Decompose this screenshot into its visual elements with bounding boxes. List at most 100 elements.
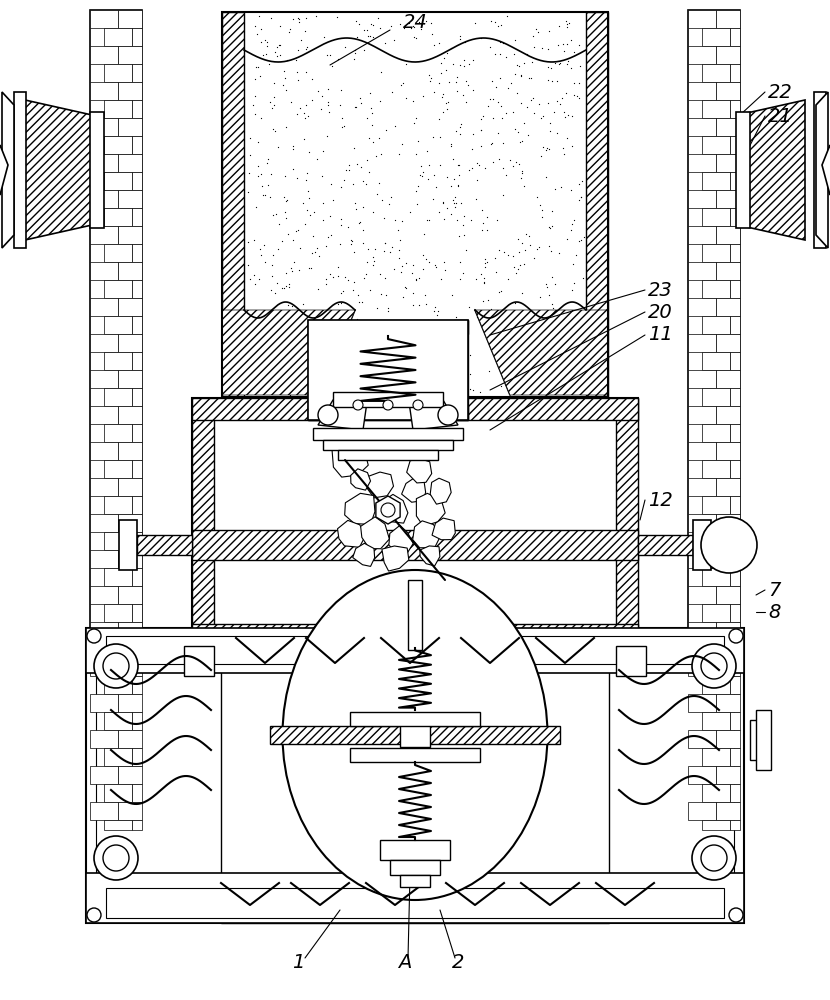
Polygon shape <box>365 472 393 498</box>
Point <box>286 138 300 154</box>
Point <box>437 104 450 120</box>
Bar <box>118 262 142 280</box>
Point <box>409 146 422 162</box>
Bar <box>104 748 132 766</box>
Point <box>326 326 339 342</box>
Point <box>396 330 409 346</box>
Point <box>298 364 311 380</box>
Bar <box>688 334 716 352</box>
Point <box>476 202 489 218</box>
Point <box>283 24 296 40</box>
Point <box>331 268 344 284</box>
Point <box>362 28 375 44</box>
Bar <box>730 424 740 442</box>
Point <box>541 72 554 88</box>
Point <box>413 14 426 30</box>
Point <box>573 90 586 106</box>
Point <box>360 152 374 168</box>
Point <box>353 214 366 230</box>
Point <box>527 250 540 266</box>
Point <box>302 190 315 206</box>
Point <box>432 111 446 127</box>
Point <box>393 352 407 368</box>
Point <box>291 72 305 88</box>
Bar <box>104 532 132 550</box>
Point <box>479 255 492 271</box>
Point <box>276 280 289 296</box>
Point <box>426 337 439 353</box>
Point <box>304 207 317 223</box>
Point <box>517 115 530 131</box>
Point <box>489 46 502 62</box>
Point <box>368 241 381 257</box>
Point <box>486 91 500 107</box>
Point <box>261 38 274 54</box>
Point <box>407 297 420 313</box>
Bar <box>716 118 740 136</box>
Point <box>417 368 430 384</box>
Point <box>416 247 429 263</box>
Point <box>374 146 388 162</box>
Point <box>513 134 526 150</box>
Point <box>420 359 433 375</box>
Point <box>393 146 406 162</box>
Point <box>441 200 454 216</box>
Point <box>374 374 388 390</box>
Point <box>575 173 588 189</box>
Point <box>491 125 505 141</box>
Point <box>544 60 558 76</box>
Point <box>258 32 271 48</box>
Point <box>388 32 401 48</box>
Point <box>435 55 448 71</box>
Point <box>378 235 392 251</box>
Bar <box>132 316 142 334</box>
Point <box>268 347 281 363</box>
Point <box>551 381 564 397</box>
Point <box>362 164 375 180</box>
Point <box>553 18 566 34</box>
Point <box>364 28 377 44</box>
Point <box>357 173 370 189</box>
Point <box>464 212 477 228</box>
Point <box>427 37 441 53</box>
Point <box>560 56 574 72</box>
Point <box>523 237 536 253</box>
Circle shape <box>701 517 757 573</box>
Point <box>415 158 428 174</box>
Point <box>477 274 491 290</box>
Point <box>508 66 521 82</box>
Point <box>541 41 554 57</box>
Point <box>500 105 513 121</box>
Point <box>454 366 467 382</box>
Point <box>486 73 499 89</box>
Point <box>455 116 468 132</box>
Point <box>268 89 281 105</box>
Point <box>307 204 320 220</box>
Point <box>283 21 296 37</box>
Point <box>501 247 515 263</box>
Bar <box>730 136 740 154</box>
Point <box>452 354 465 370</box>
Point <box>329 375 342 391</box>
Point <box>464 381 477 397</box>
Point <box>374 20 387 36</box>
Point <box>562 53 575 69</box>
Point <box>532 96 545 112</box>
Point <box>371 10 384 26</box>
Point <box>409 183 422 199</box>
Point <box>292 262 305 278</box>
Point <box>462 299 476 315</box>
Bar <box>400 875 430 887</box>
Point <box>399 255 413 271</box>
Bar <box>222 12 244 397</box>
Point <box>475 30 488 46</box>
Point <box>543 287 556 303</box>
Point <box>256 187 270 203</box>
Point <box>282 279 295 295</box>
Point <box>384 189 398 205</box>
Point <box>506 104 520 120</box>
Point <box>290 52 303 68</box>
Point <box>385 84 398 100</box>
Point <box>251 59 264 75</box>
Point <box>408 29 421 45</box>
